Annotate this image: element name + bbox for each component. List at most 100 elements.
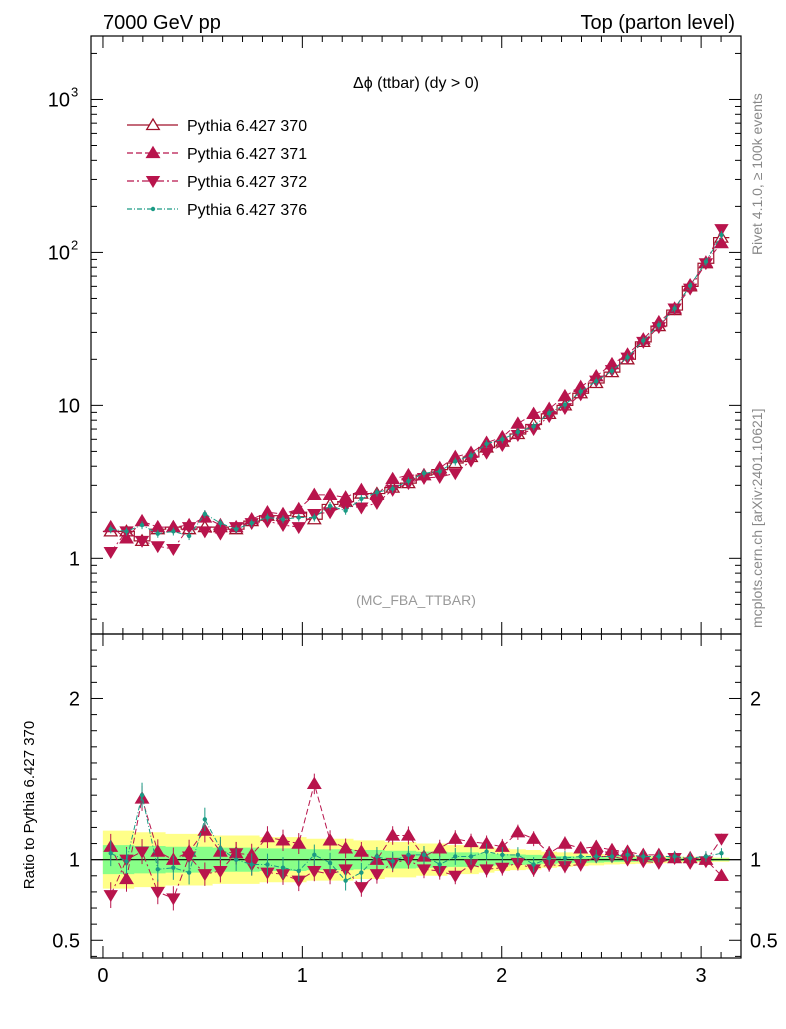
data-point xyxy=(108,527,113,532)
ratio-point xyxy=(510,825,526,838)
data-point xyxy=(280,517,286,522)
ratio-point xyxy=(578,854,583,859)
ratio-point xyxy=(714,833,729,846)
ratio-point xyxy=(468,854,474,859)
data-point xyxy=(155,531,160,536)
data-point xyxy=(672,306,677,311)
ratio-point xyxy=(656,854,662,859)
y-tick-label-exponent: 3 xyxy=(71,84,78,99)
ratio-point xyxy=(479,864,494,877)
data-point xyxy=(359,496,364,501)
data-point xyxy=(197,526,213,539)
ratio-point xyxy=(416,864,432,877)
ratio-point xyxy=(432,841,448,854)
data-point xyxy=(557,388,573,402)
y-tick-label: 10 xyxy=(48,89,70,111)
data-point xyxy=(354,502,369,515)
data-point xyxy=(291,501,307,515)
ratio-point xyxy=(463,834,479,848)
ratio-point xyxy=(327,860,333,866)
ratio-point xyxy=(181,851,197,864)
series-2 xyxy=(103,224,729,559)
data-point xyxy=(406,478,411,484)
ratio-point xyxy=(124,859,129,864)
ratio-point xyxy=(369,869,385,882)
ratio-point xyxy=(406,852,411,858)
ratio-point xyxy=(546,855,552,861)
ratio-point xyxy=(448,870,463,883)
ratio-point xyxy=(108,851,113,856)
data-point xyxy=(625,355,630,360)
ratio-point xyxy=(306,776,322,790)
ratio-point xyxy=(202,817,208,822)
ratio-point xyxy=(353,844,369,857)
y-tick-label: 10 xyxy=(58,395,80,417)
data-point xyxy=(202,511,208,517)
ratio-point xyxy=(687,855,693,861)
ratio-point xyxy=(437,862,442,867)
data-point xyxy=(103,546,118,559)
ratio-point xyxy=(400,828,416,841)
data-point xyxy=(719,232,724,238)
data-point xyxy=(249,520,254,526)
ratio-point xyxy=(134,846,150,859)
ratio-point xyxy=(218,846,223,851)
rivet-label: Rivet 4.1.0, ≥ 100k events xyxy=(749,93,765,255)
legend-marker xyxy=(145,176,161,188)
series-line xyxy=(110,228,722,553)
ratio-point xyxy=(594,854,599,859)
ratio-point xyxy=(291,836,307,849)
data-point xyxy=(500,437,505,442)
ratio-point xyxy=(338,841,354,854)
ratio-point xyxy=(280,865,286,870)
plot-title: Δϕ (ttbar) (dy > 0) xyxy=(353,75,479,92)
analysis-watermark: (MC_FBA_TTBAR) xyxy=(356,592,476,608)
data-point xyxy=(437,469,442,474)
ratio-point xyxy=(186,870,192,875)
series-line xyxy=(110,242,722,540)
data-point xyxy=(479,447,494,460)
data-point xyxy=(448,468,463,481)
ratio-point xyxy=(354,882,369,895)
header-right: Top (parton level) xyxy=(580,12,735,34)
data-point xyxy=(213,528,228,541)
ratio-point xyxy=(609,854,615,859)
data-point xyxy=(468,453,474,458)
data-point xyxy=(703,259,709,264)
x-tick-label: 2 xyxy=(496,965,507,987)
mcplots-label: mcplots.cern.ch [arXiv:2401.10621] xyxy=(749,409,765,628)
ratio-point xyxy=(641,854,646,859)
ratio-point xyxy=(484,849,489,854)
data-point xyxy=(515,429,521,435)
x-tick-label: 0 xyxy=(97,965,108,987)
ratio-point xyxy=(155,867,160,872)
ratio-point xyxy=(343,878,348,883)
data-point xyxy=(124,529,129,534)
ratio-point xyxy=(703,854,709,859)
ratio-point xyxy=(495,862,510,875)
data-point xyxy=(139,522,145,528)
ratio-point xyxy=(719,851,724,856)
data-point xyxy=(656,322,662,328)
data-point xyxy=(510,416,526,429)
ratio-point xyxy=(453,854,458,859)
ratio-point xyxy=(421,852,427,858)
data-point xyxy=(171,529,176,534)
legend-entry-1: Pythia 6.427 371 xyxy=(127,145,307,163)
y-tick-label: 10 xyxy=(48,242,70,264)
data-point xyxy=(385,471,401,485)
ratio-point xyxy=(557,836,573,849)
ratio-series-2 xyxy=(108,782,724,891)
ratio-point xyxy=(139,792,145,798)
ratio-point xyxy=(260,829,275,843)
x-tick-label: 3 xyxy=(696,965,707,987)
legend-marker xyxy=(145,145,161,159)
ratio-point xyxy=(312,852,317,858)
ratio-point xyxy=(265,862,270,867)
data-point xyxy=(218,520,223,526)
ratio-point xyxy=(322,833,338,846)
ratio-point xyxy=(171,865,176,870)
